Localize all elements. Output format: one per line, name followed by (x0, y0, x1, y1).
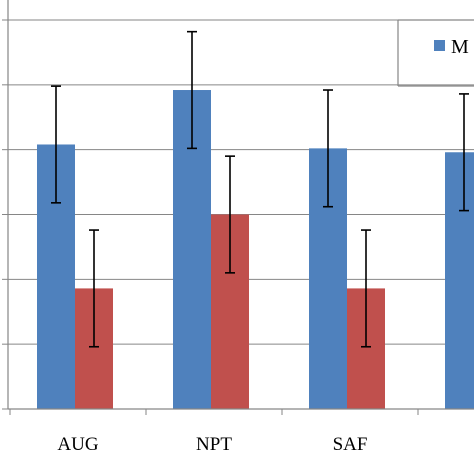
legend-label: M (451, 36, 469, 58)
legend-swatch (434, 40, 445, 51)
bars (37, 30, 474, 410)
x-tick-label: NPT (196, 434, 232, 455)
legend: M (397, 19, 474, 87)
x-tick-label: AUG (57, 434, 98, 455)
bar (445, 152, 474, 409)
axes (2, 0, 474, 415)
x-tick-label: SAF (333, 434, 368, 455)
category-labels: AUGNPTSAFT (57, 434, 368, 455)
